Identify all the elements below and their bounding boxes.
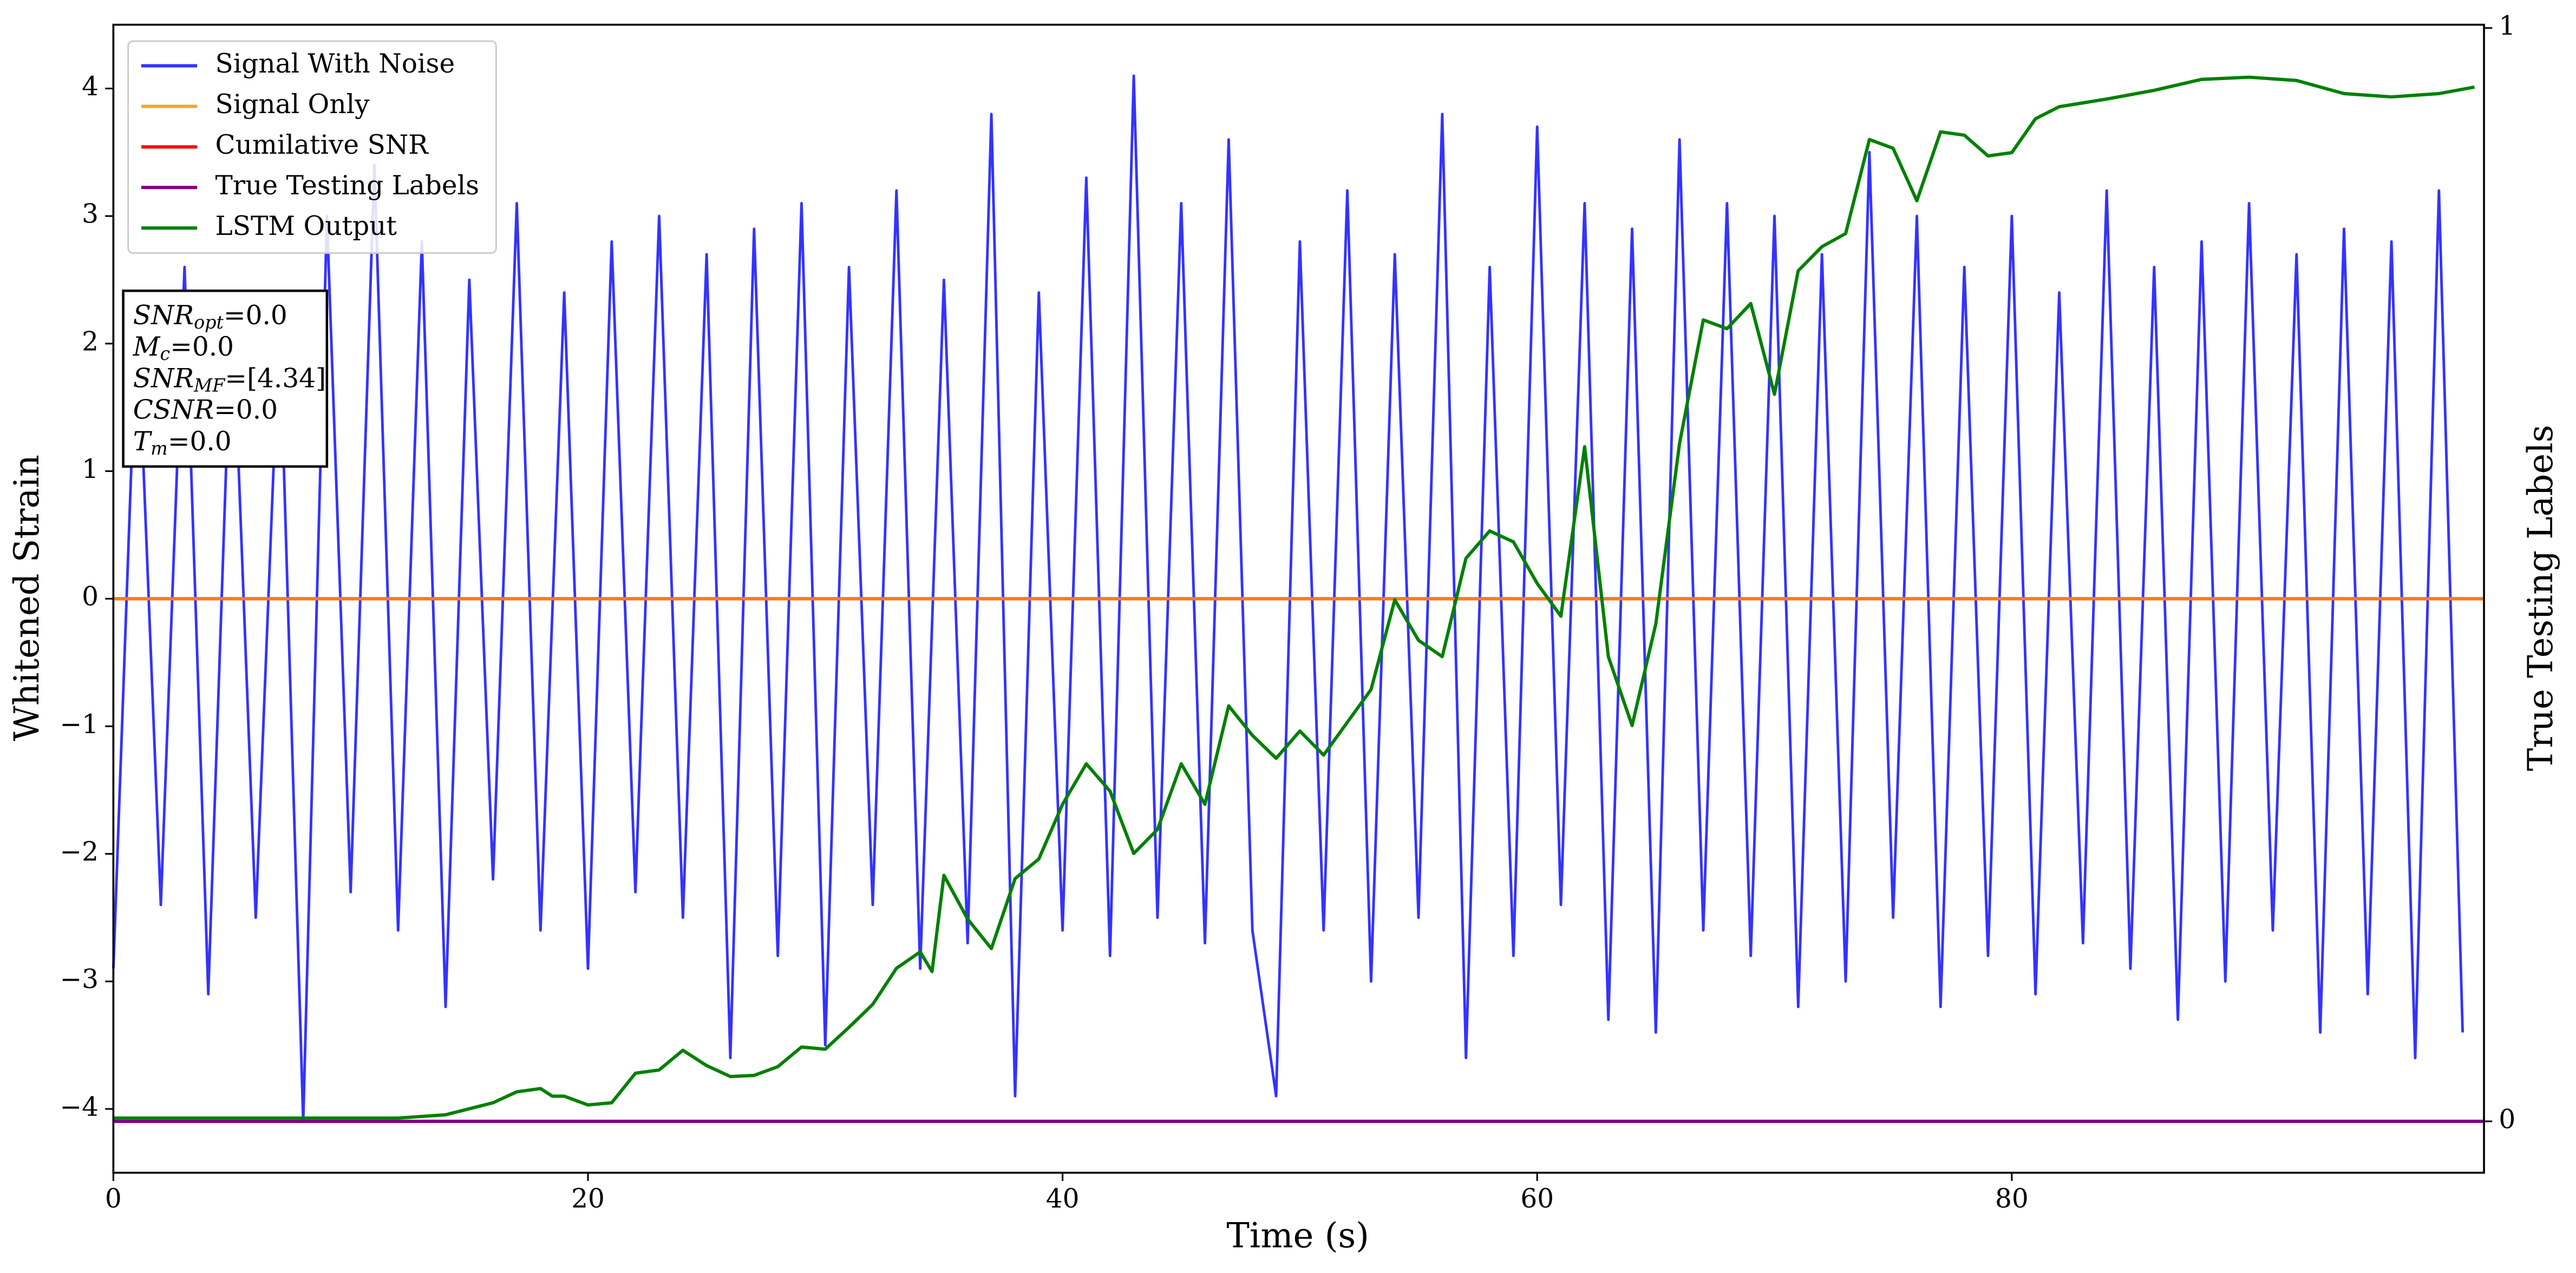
y2-tick-label: 0	[2499, 1104, 2515, 1134]
annotation-line: CSNR=0.0	[133, 395, 278, 425]
y2-tick-label: 1	[2499, 11, 2515, 41]
x-tick-label: 60	[1520, 1184, 1554, 1214]
x-tick-label: 20	[571, 1184, 605, 1214]
legend: Signal With Noise Signal Only Cumilative S…	[127, 40, 497, 254]
annotation-symbol: T	[133, 426, 153, 456]
annotation-value: =0.0	[170, 332, 234, 362]
y-tick-label: 0	[82, 582, 99, 612]
annotation-line: Mc=0.0	[133, 332, 234, 365]
y-tick-label: −1	[60, 709, 99, 739]
legend-label: LSTM Output	[215, 211, 397, 241]
legend-label: True Testing Labels	[215, 170, 480, 201]
series-line	[113, 75, 2475, 1120]
x-tick-label: 80	[1995, 1184, 2029, 1214]
annotation-value: =0.0	[224, 300, 287, 330]
annotation-box	[122, 289, 329, 468]
legend-box	[127, 40, 497, 254]
annotation-symbol: SNR	[133, 300, 194, 330]
y-tick-label: 3	[82, 199, 99, 229]
y-tick-label: −3	[60, 964, 99, 995]
legend-label: Cumilative SNR	[215, 130, 429, 160]
annotation-subscript: m	[151, 438, 168, 459]
y-tick-label: −4	[60, 1092, 99, 1122]
annotation-subscript: c	[160, 343, 171, 364]
plot-frame	[112, 23, 2485, 1174]
annotation-symbol: M	[133, 332, 161, 362]
annotation-line: SNRMF=[4.34]	[133, 363, 326, 396]
y-tick-label: 1	[82, 454, 99, 484]
x-tick-label: 40	[1046, 1184, 1080, 1214]
x-tick-label: 0	[105, 1184, 122, 1214]
annotation-subscript: opt	[194, 312, 224, 333]
y2-axis-label: True Testing Labels	[2521, 425, 2561, 771]
annotation-line: SNRopt=0.0	[133, 300, 287, 333]
legend-label: Signal Only	[215, 89, 370, 120]
annotation-value: =0.0	[168, 426, 232, 456]
annotation-symbol: SNR	[133, 363, 194, 393]
legend-label: Signal With Noise	[215, 49, 455, 79]
annotation-symbol: CSNR	[133, 395, 214, 425]
y-tick-label: 2	[82, 326, 99, 357]
y-axis-label: Whitened Strain	[7, 455, 47, 741]
x-axis-label: Time (s)	[1226, 1216, 1369, 1256]
y-tick-label: −2	[60, 837, 99, 867]
annotation-value: =0.0	[214, 395, 278, 425]
annotation: SNRopt=0.0Mc=0.0SNRMF=[4.34]CSNR=0.0Tm=0…	[122, 289, 329, 468]
series-line	[112, 74, 2464, 1123]
annotation-subscript: MF	[193, 375, 226, 396]
annotation-value: =[4.34]	[225, 363, 326, 393]
annotation-line: Tm=0.0	[133, 426, 232, 459]
y-tick-label: 4	[82, 71, 99, 102]
